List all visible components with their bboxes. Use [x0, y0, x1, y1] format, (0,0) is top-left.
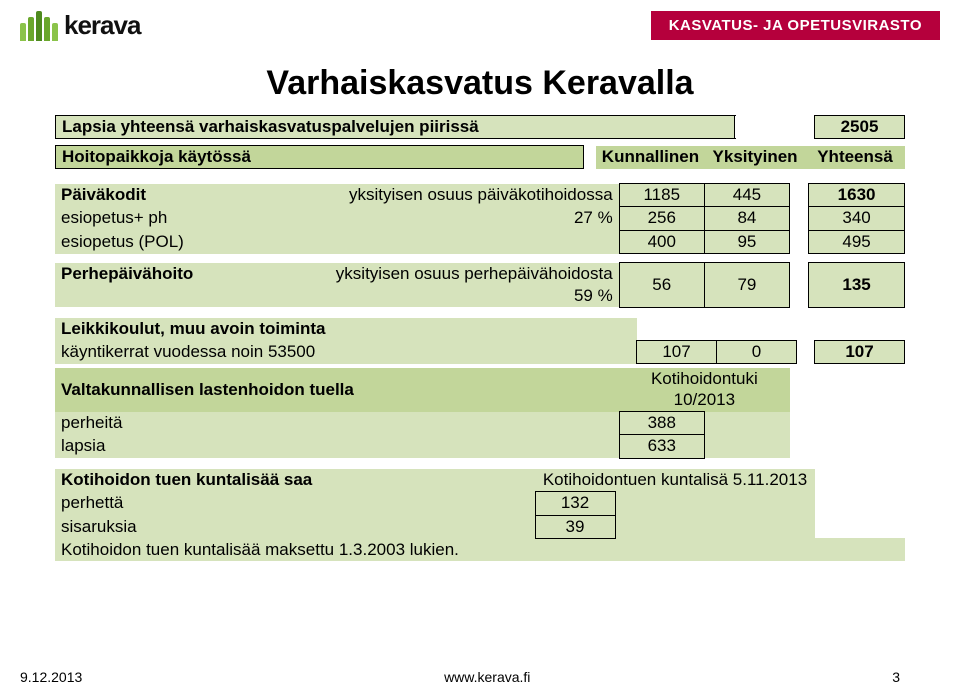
koti-r3v: 39 — [535, 515, 615, 538]
table-section2-header: Hoitopaikkoja käytössä Kunnallinen Yksit… — [55, 145, 905, 169]
valta-r2-label: perheitä — [55, 412, 619, 435]
leikki-v1: 107 — [637, 340, 717, 363]
table-perhe: Perhepäivähoito yksityisen osuus perhepä… — [55, 262, 905, 308]
pk-r3v2: 95 — [704, 230, 789, 253]
pk-v2: 445 — [704, 184, 789, 207]
col-kunnallinen: Kunnallinen — [596, 146, 705, 169]
col-yksityinen: Yksityinen — [705, 146, 805, 169]
logo: kerava — [20, 10, 140, 41]
perhe-v2: 79 — [704, 263, 789, 308]
page-title: Varhaiskasvatus Keravalla — [0, 64, 960, 103]
pk-r2v1: 256 — [619, 207, 704, 230]
koti-r3-label: sisaruksia — [55, 515, 455, 538]
header: kerava KASVATUS- JA OPETUSVIRASTO — [0, 0, 960, 46]
leikki-label: Leikkikoulut, muu avoin toiminta — [55, 318, 637, 340]
valta-r3-label: lapsia — [55, 435, 619, 458]
koti-merged: Kotihoidontuen kuntalisä 5.11.2013 — [535, 469, 815, 492]
logo-text: kerava — [64, 10, 140, 41]
koti-r2v: 132 — [535, 492, 615, 515]
leikki-v3: 107 — [815, 340, 905, 363]
perhe-sub1: yksityisen osuus perhepäivähoidosta — [247, 263, 620, 285]
table-leikki: Leikkikoulut, muu avoin toiminta käyntik… — [55, 318, 905, 364]
table-paivakodit: Päiväkodit yksityisen osuus päiväkotihoi… — [55, 183, 905, 254]
pk-r2-label: esiopetus+ ph — [55, 207, 247, 230]
leikki-v2: 0 — [717, 340, 797, 363]
perhe-label: Perhepäivähoito — [55, 263, 247, 308]
paivakodit-sub: yksityisen osuus päiväkotihoidossa — [247, 184, 620, 207]
pk-r3-label: esiopetus (POL) — [55, 230, 247, 253]
department-badge: KASVATUS- JA OPETUSVIRASTO — [651, 11, 940, 40]
perhe-sub2: 59 % — [247, 285, 620, 307]
perhe-v1: 56 — [619, 263, 704, 308]
table-koti: Kotihoidon tuen kuntalisää saa Kotihoido… — [55, 469, 905, 562]
pk-r2v2: 84 — [704, 207, 789, 230]
section2-label: Hoitopaikkoja käytössä — [56, 146, 584, 169]
koti-note: Kotihoidon tuen kuntalisää maksettu 1.3.… — [55, 538, 905, 561]
pk-r3v1: 400 — [619, 230, 704, 253]
valta-label: Valtakunnallisen lastenhoidon tuella — [55, 368, 619, 411]
valta-merged: Kotihoidontuki 10/2013 — [619, 368, 789, 411]
table-section1: Lapsia yhteensä varhaiskasvatuspalveluje… — [55, 115, 905, 139]
paivakodit-label: Päiväkodit — [55, 184, 247, 207]
pk-v1: 1185 — [619, 184, 704, 207]
pk-v3: 1630 — [809, 184, 905, 207]
col-yhteensa: Yhteensä — [805, 146, 905, 169]
footer: 9.12.2013 www.kerava.fi 3 — [0, 669, 960, 685]
table-valta: Valtakunnallisen lastenhoidon tuella Kot… — [55, 368, 905, 459]
content: Lapsia yhteensä varhaiskasvatuspalveluje… — [0, 115, 960, 561]
leikki-r2-label: käyntikerrat vuodessa noin 53500 — [55, 340, 637, 363]
section1-total: 2505 — [815, 116, 905, 139]
pk-r3v3: 495 — [809, 230, 905, 253]
valta-r2v: 388 — [619, 412, 704, 435]
valta-r3v: 633 — [619, 435, 704, 458]
koti-r2-label: perhettä — [55, 492, 455, 515]
koti-label: Kotihoidon tuen kuntalisää saa — [55, 469, 455, 492]
section1-label: Lapsia yhteensä varhaiskasvatuspalveluje… — [56, 116, 735, 139]
footer-date: 9.12.2013 — [20, 669, 82, 685]
logo-bars-icon — [20, 11, 58, 41]
perhe-v3: 135 — [809, 263, 905, 308]
pk-r2-sub: 27 % — [247, 207, 620, 230]
footer-page: 3 — [892, 669, 900, 685]
pk-r2v3: 340 — [809, 207, 905, 230]
footer-url: www.kerava.fi — [444, 669, 530, 685]
